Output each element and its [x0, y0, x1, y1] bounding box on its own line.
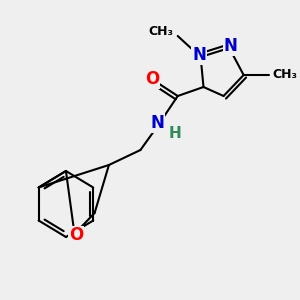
Text: O: O: [145, 70, 159, 88]
Text: CH₃: CH₃: [148, 25, 173, 38]
Text: N: N: [192, 46, 206, 64]
Text: N: N: [151, 114, 165, 132]
Text: CH₃: CH₃: [272, 68, 297, 82]
Text: O: O: [69, 226, 83, 244]
Text: N: N: [224, 38, 238, 56]
Text: H: H: [169, 126, 181, 141]
